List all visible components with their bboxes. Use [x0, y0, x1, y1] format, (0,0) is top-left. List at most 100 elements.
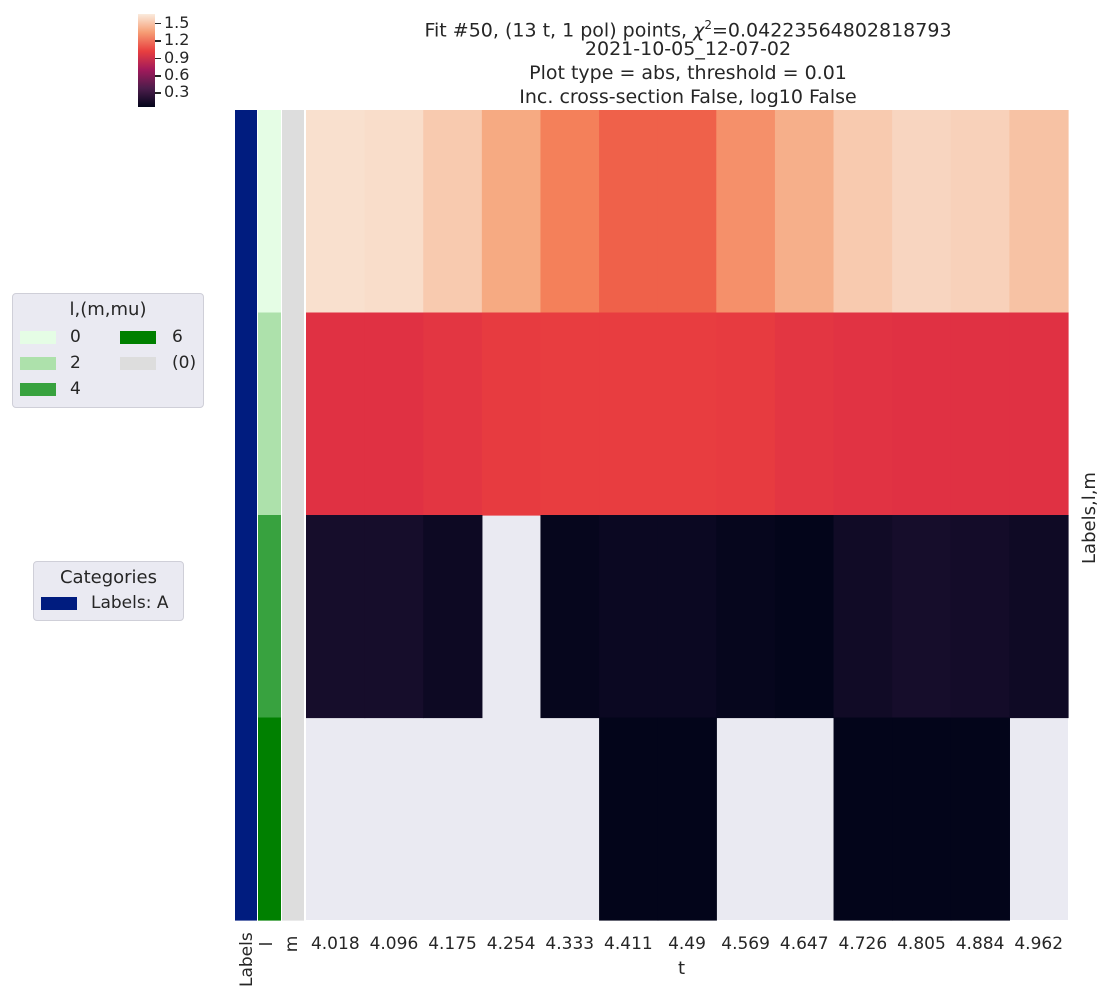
legend-title: Categories — [59, 567, 158, 588]
x-tick-label: 4.726 — [838, 934, 888, 954]
heatmap-cell — [833, 312, 893, 516]
row-color-bar-cell — [258, 717, 281, 921]
colorbar-tick-mark — [155, 22, 161, 25]
colorbar-tick-mark — [155, 40, 161, 42]
heatmap-cell — [1009, 110, 1069, 314]
colorbar-tick-label: 0.9 — [164, 47, 190, 67]
row-color-bar-cell — [235, 312, 257, 516]
heatmap-cell — [1009, 515, 1069, 719]
heatmap-cell — [540, 312, 600, 516]
heatmap-cell — [950, 110, 1010, 314]
x-tick-label: 4.175 — [428, 934, 477, 954]
legend-item-label: 4 — [70, 379, 81, 399]
heatmap-cell — [774, 110, 835, 314]
legend-swatch — [20, 383, 56, 396]
legend-item-label: (0) — [172, 353, 197, 373]
row-color-bar-cell — [258, 110, 281, 314]
row-color-bar-cell — [258, 515, 281, 719]
chart-title-line-3: Plot type = abs, threshold = 0.01 — [529, 62, 847, 84]
legend-title: l,(m,mu) — [69, 299, 147, 320]
chart-title-line-2: 2021-10-05_12-07-02 — [584, 38, 792, 60]
heatmap-cell — [1009, 312, 1069, 516]
heatmap-cell — [657, 717, 717, 921]
heatmap-cell — [540, 515, 600, 719]
x-tick-label: 4.333 — [545, 934, 595, 954]
colorbar-tick-mark — [155, 92, 161, 94]
x-tick-label: 4.805 — [897, 934, 946, 954]
colorbar-tick-mark — [155, 75, 161, 77]
row-color-bar-cell — [282, 515, 304, 719]
heatmap-cell — [364, 312, 424, 516]
heatmap-cell — [892, 717, 952, 921]
heatmap-cell — [599, 515, 659, 719]
row-color-label-labels: Labels — [237, 932, 257, 987]
heatmap-cell — [950, 312, 1010, 516]
legend-l-m-mu: l,(m,mu) 0 2 4 6 (0) — [12, 293, 204, 408]
x-tick-label: 4.569 — [721, 934, 770, 954]
legend-item-label: 6 — [172, 327, 183, 347]
heatmap-cell — [833, 515, 893, 719]
legend-swatch — [20, 357, 56, 370]
heatmap-cell — [599, 312, 659, 516]
heatmap-cell — [892, 110, 952, 314]
x-tick-label: 4.647 — [779, 934, 829, 954]
row-color-bar-cell — [235, 110, 257, 314]
heatmap-cell — [950, 717, 1010, 921]
colorbar-tick-label: 0.6 — [164, 65, 190, 85]
heatmap-cell — [481, 110, 542, 314]
heatmap-cell — [774, 312, 835, 516]
heatmap-cell — [892, 515, 952, 719]
heatmap-cell — [833, 717, 893, 921]
legend-item-label: Labels: A — [91, 593, 169, 613]
heatmap-cell — [306, 110, 366, 314]
heatmap-cell — [892, 312, 952, 516]
heatmap-cell — [657, 312, 717, 516]
heatmap-cell — [657, 515, 717, 719]
heatmap-cell — [364, 110, 424, 314]
legend-swatch — [20, 331, 56, 344]
colorbar — [138, 14, 155, 107]
heatmap-cell — [364, 515, 424, 719]
heatmap-cell — [657, 110, 717, 314]
heatmap-cell — [540, 110, 600, 314]
heatmap-cell — [833, 110, 893, 314]
x-tick-label: 4.096 — [369, 934, 419, 954]
row-color-bar-cell — [235, 515, 257, 719]
legend-categories: Categories Labels: A — [33, 561, 184, 621]
heatmap-cell — [774, 515, 835, 719]
row-color-label-m: m — [282, 935, 302, 953]
x-tick-label: 4.884 — [955, 934, 1005, 954]
colorbar-tick-label: 1.2 — [164, 30, 190, 50]
row-color-bar-cell — [258, 312, 281, 516]
x-tick-label: 4.018 — [310, 934, 360, 954]
legend-item-label: 2 — [70, 353, 81, 373]
legend-swatch — [41, 597, 77, 610]
heatmap-cell — [306, 312, 366, 516]
row-color-bar-cell — [282, 110, 304, 314]
x-tick-label: 4.49 — [668, 934, 706, 954]
colorbar-tick-label: 1.5 — [164, 12, 190, 32]
legend-swatch — [120, 357, 156, 370]
heatmap-cell — [423, 515, 483, 719]
legend-item-label: 0 — [70, 327, 81, 347]
chart-title-line-1: Fit #50, (13 t, 1 pol) points, χ2=0.0422… — [424, 18, 952, 42]
heatmap-cell — [599, 110, 659, 314]
heatmap-cell — [599, 717, 659, 921]
x-tick-label: 4.962 — [1014, 934, 1064, 954]
heatmap-cell — [716, 110, 776, 314]
row-color-bar-cell — [282, 312, 304, 516]
x-tick-label: 4.411 — [604, 934, 653, 954]
row-color-label-l: l — [257, 941, 277, 947]
colorbar-tick-label: 0.3 — [164, 82, 190, 102]
row-color-bar-cell — [235, 717, 257, 921]
heatmap-cell — [716, 312, 776, 516]
heatmap-cell — [716, 515, 776, 719]
heatmap-cell — [423, 110, 483, 314]
heatmap-cell — [950, 515, 1010, 719]
heatmap-cell — [481, 312, 542, 516]
row-color-bar-cell — [282, 717, 304, 921]
x-axis-label: t — [678, 958, 686, 979]
y-axis-label: Labels,l,m — [1079, 472, 1100, 564]
legend-swatch — [120, 331, 156, 344]
x-tick-label: 4.254 — [486, 934, 536, 954]
